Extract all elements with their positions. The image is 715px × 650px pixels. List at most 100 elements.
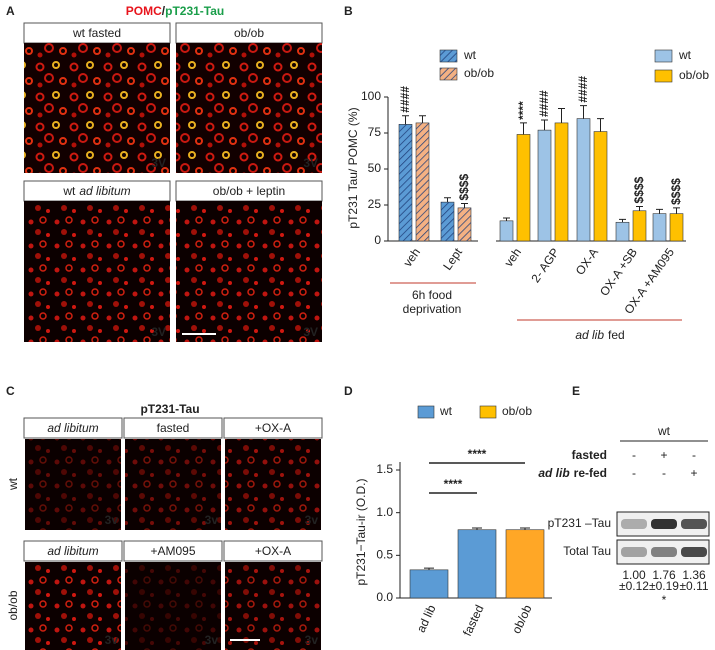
region-label: 3V: [303, 156, 318, 170]
y-axis-label: pT231−Tau-ir (O.D.): [354, 478, 368, 585]
row-label: wt: [6, 477, 20, 491]
significance-label: $$$$: [632, 176, 646, 203]
micrograph: [225, 562, 321, 650]
region-label: 3V: [303, 325, 318, 339]
condition-label: fasted: [572, 448, 607, 462]
caption-box: [23, 417, 123, 439]
error-bar: [541, 119, 548, 131]
caption-box: [23, 540, 123, 562]
significance-label: ####: [537, 90, 551, 117]
legend-label: ob/ob: [464, 66, 494, 80]
text-part: POMC: [126, 4, 162, 18]
text-part: wt fasted: [72, 26, 121, 40]
error-bar: [419, 115, 426, 123]
panel-label: E: [572, 384, 580, 398]
region-label: 3v: [205, 633, 219, 647]
condition-sign: -: [632, 466, 636, 480]
x-tick-label: veh: [400, 246, 423, 270]
micrograph: [24, 43, 170, 173]
legend-label: wt: [439, 404, 453, 418]
quant-mean: 1.00: [622, 568, 646, 582]
significance-label: *: [662, 593, 667, 607]
bar: [632, 210, 647, 242]
x-tick-label: Lept: [440, 245, 465, 273]
significance-label: $$$$: [457, 174, 471, 201]
significance-label: ####: [398, 86, 412, 113]
bar: [615, 221, 630, 242]
image-caption: ob/ob: [234, 26, 264, 40]
image-caption: ad libitum: [47, 544, 98, 558]
micrograph: [25, 562, 121, 650]
y-axis-label: pT231 Tau/ POMC (%): [346, 107, 360, 228]
panel-title: POMC/pT231-Tau: [126, 4, 224, 18]
micrograph: [25, 439, 121, 530]
y-tick-label: 0: [374, 233, 381, 247]
legend-hatch: [440, 50, 457, 62]
quant-sd: ±0.11: [679, 579, 708, 593]
error-bar: [520, 527, 530, 530]
genotype-label: wt: [657, 424, 671, 438]
region-label: 3V: [151, 156, 166, 170]
panel-label: A: [6, 4, 15, 18]
text-part: fasted: [157, 421, 190, 435]
caption-box: [223, 540, 323, 562]
legend-hatch: [440, 68, 457, 80]
significance-label: ####: [576, 76, 590, 103]
blot-band: [651, 547, 677, 557]
blot-band: [681, 519, 707, 529]
error-bar: [461, 203, 468, 208]
region-label: 3V: [151, 325, 166, 339]
row-label: ob/ob: [6, 590, 20, 620]
y-tick-label: 100: [361, 89, 381, 103]
micrograph: [176, 43, 322, 173]
condition-sign: -: [632, 448, 636, 462]
legend-swatch: [654, 49, 673, 63]
y-tick-label: 0.5: [376, 548, 393, 562]
legend-swatch: [479, 405, 497, 419]
text-part: ob/ob: [234, 26, 264, 40]
image-caption: ad libitum: [47, 421, 98, 435]
bar: [398, 124, 413, 242]
bar: [415, 122, 430, 242]
text-part: wt: [62, 184, 76, 198]
blot-band: [681, 547, 707, 557]
blot-band: [621, 547, 647, 557]
y-tick-label: 0.0: [376, 590, 393, 604]
error-bar: [656, 208, 663, 214]
significance-label: ****: [444, 477, 463, 491]
image-caption: fasted: [157, 421, 190, 435]
condition-label: ad lib re-fed: [538, 466, 607, 480]
significance-label: ****: [516, 101, 530, 120]
bar: [499, 220, 514, 242]
image-caption: +OX-A: [255, 421, 291, 435]
blot-label: Total Tau: [563, 544, 611, 558]
bar: [516, 134, 531, 242]
condition-sign: +: [690, 466, 697, 480]
micrograph: [225, 439, 321, 530]
text-part: fed: [608, 328, 625, 342]
text-part: re-fed: [574, 466, 607, 480]
bar: [669, 213, 684, 242]
text-part: ad lib: [538, 466, 569, 480]
x-tick-label: 2- AGP: [528, 246, 562, 286]
micrograph: [24, 201, 170, 342]
text-part: +AM095: [150, 544, 195, 558]
text-part: ob/ob + leptin: [213, 184, 285, 198]
panel-label: C: [6, 384, 15, 398]
image-caption: ob/ob + leptin: [213, 184, 285, 198]
condition-sign: +: [660, 448, 667, 462]
bar: [409, 569, 449, 599]
text-part: fasted: [572, 448, 607, 462]
legend-label: ob/ob: [502, 404, 532, 418]
region-label: 3v: [305, 513, 319, 527]
error-bar: [402, 115, 409, 125]
blot-band: [621, 519, 647, 529]
y-tick-label: 1.5: [376, 462, 393, 476]
region-label: 3v: [105, 633, 119, 647]
text-part: ad libitum: [47, 544, 98, 558]
bar: [440, 201, 455, 242]
condition-sign: -: [692, 448, 696, 462]
quant-mean: 1.76: [652, 568, 676, 582]
condition-sign: -: [662, 466, 666, 480]
text-part: ad libitum: [79, 184, 130, 198]
